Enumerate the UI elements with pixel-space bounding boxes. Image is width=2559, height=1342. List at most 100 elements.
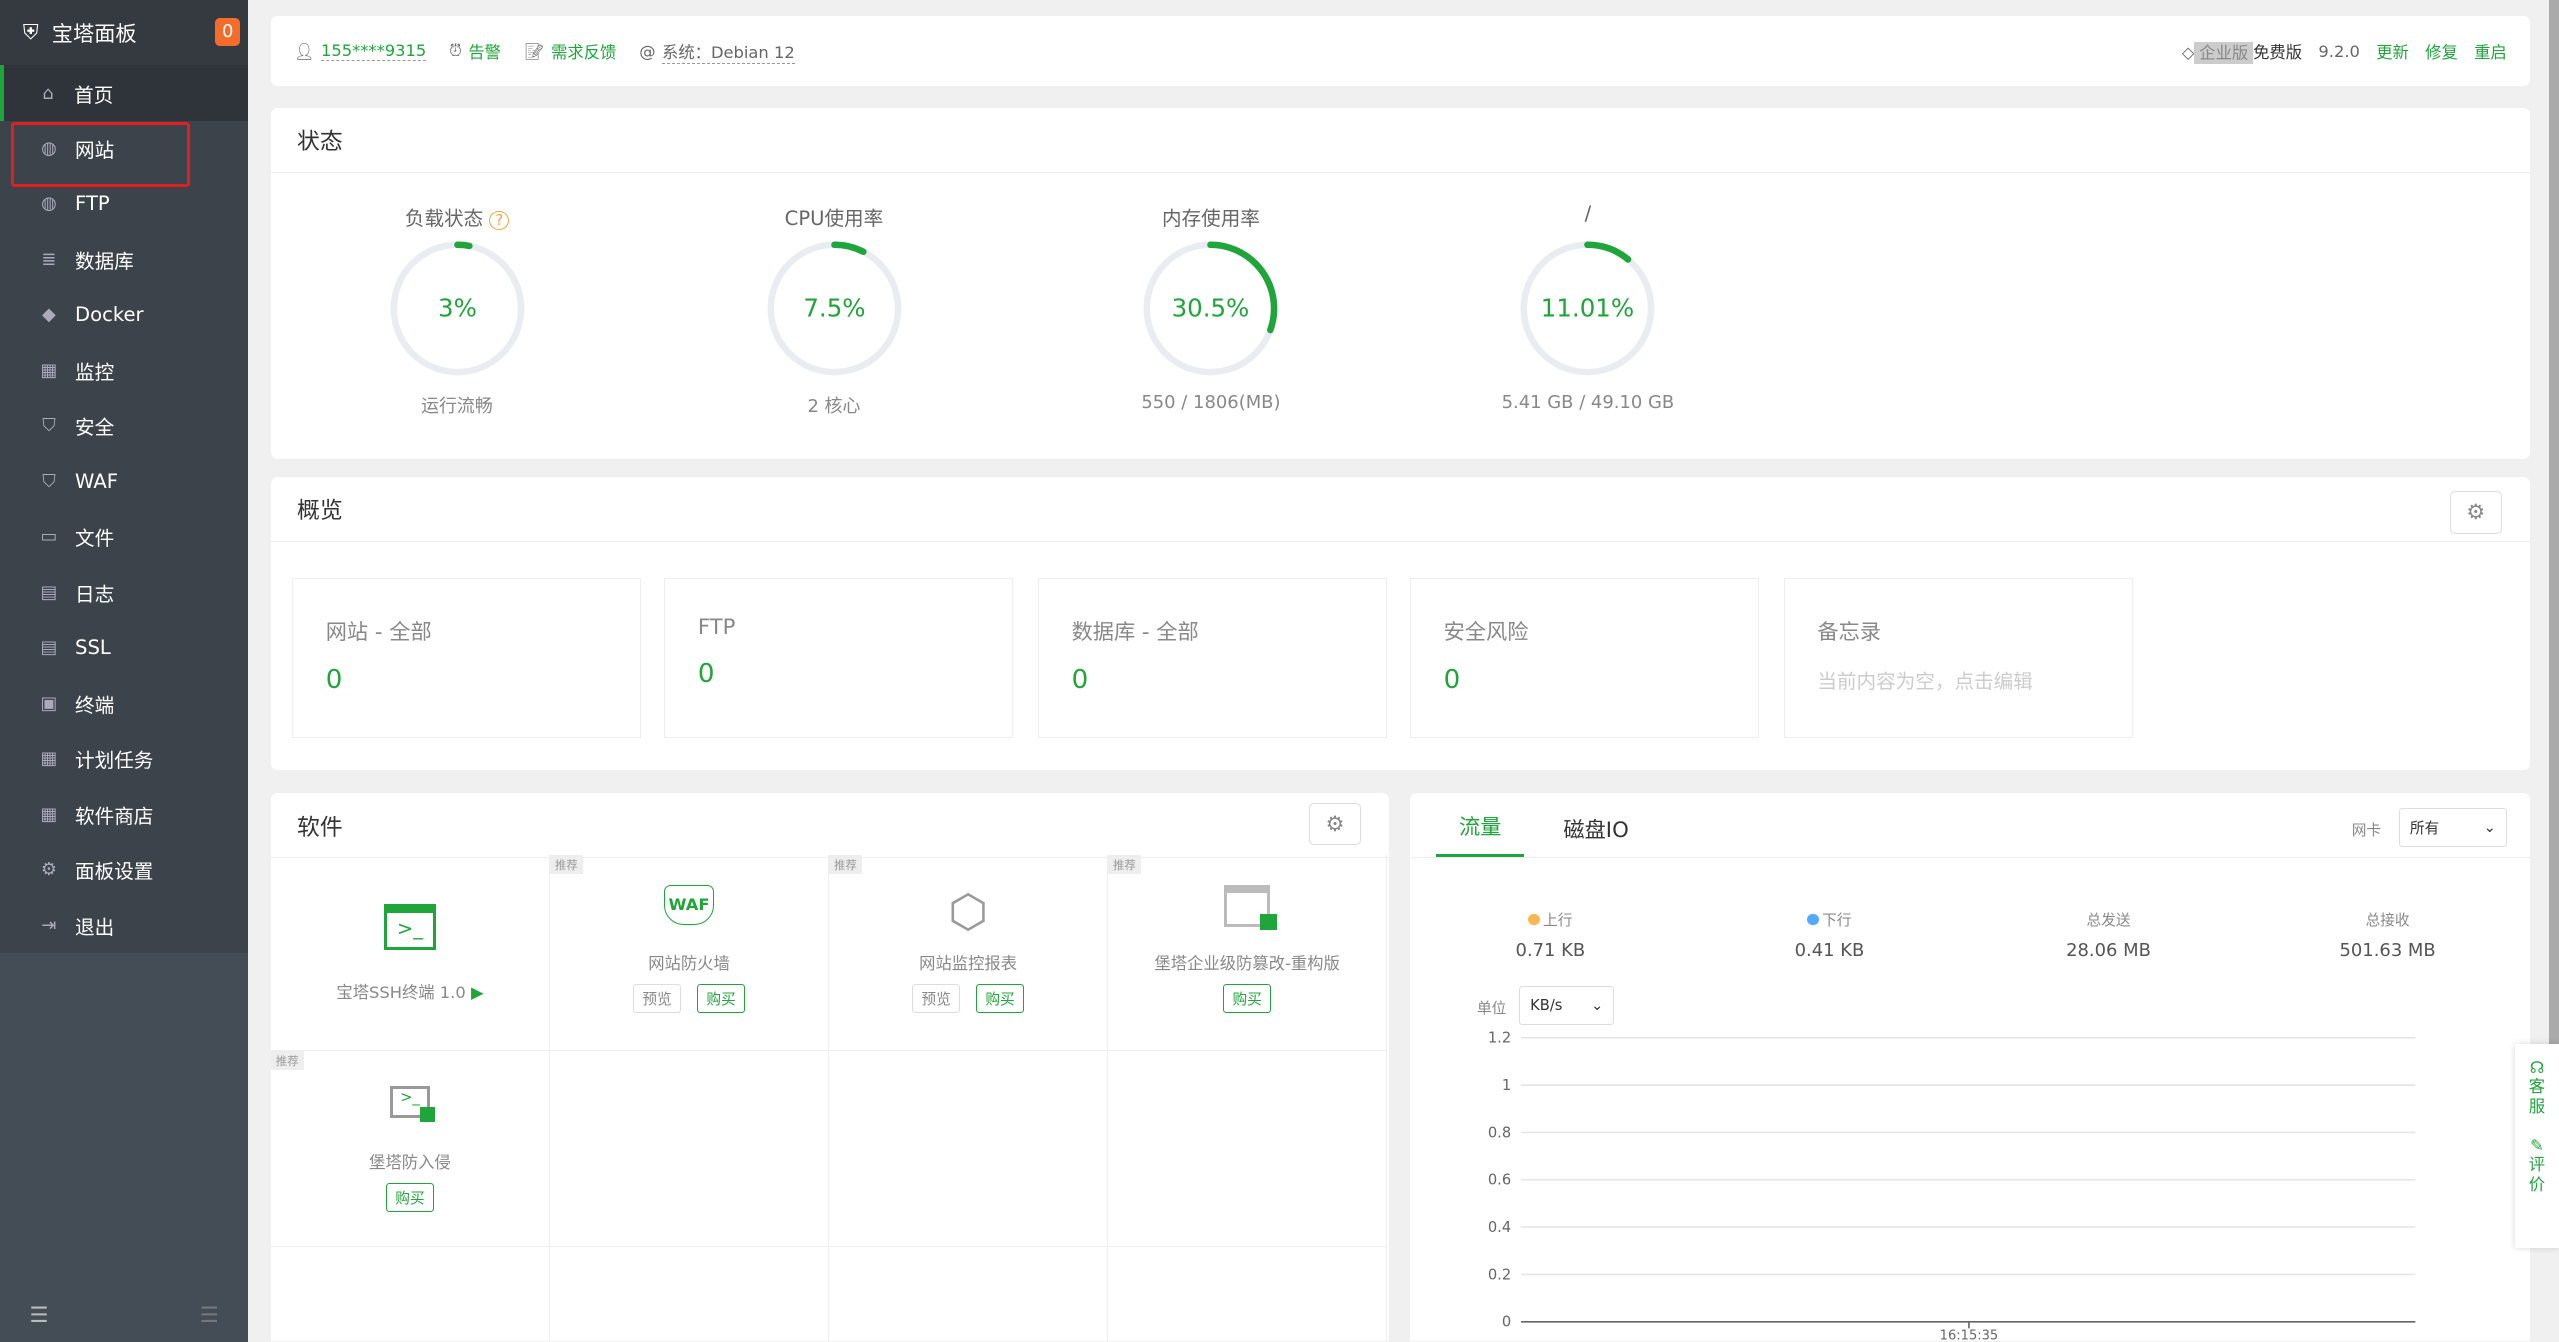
software-card: 软件 ⚙ >_ 宝塔SSH终端 1.0 ▶ 推荐 WAF 网站防火墙 预览 购买 推荐 ⬡ 网站监…	[270, 793, 1389, 1342]
sidebar-item-14[interactable]: ⚙ 面板设置	[0, 842, 248, 897]
legend-dot	[1807, 913, 1819, 925]
gauge-1[interactable]: CPU使用率 7.5% 2 核心	[720, 202, 948, 417]
sidebar-item-label: 网站	[75, 138, 115, 162]
software-cell	[829, 1246, 1109, 1342]
tab-traffic[interactable]: 流量	[1436, 810, 1525, 858]
service-label: 客服	[2528, 1077, 2546, 1116]
gauge-3[interactable]: / 11.01% 5.41 GB / 49.10 GB	[1474, 202, 1702, 412]
unit-select[interactable]: KB/s ⌄	[1519, 985, 1615, 1025]
overview-item-2[interactable]: 数据库 - 全部 0	[1037, 577, 1388, 738]
collapse-menu-icon[interactable]: ☰	[29, 1303, 49, 1329]
feedback-link[interactable]: 需求反馈	[551, 43, 617, 63]
sidebar-item-10[interactable]: ▤ SSL	[0, 620, 248, 675]
gauge-ring: 30.5%	[1144, 241, 1278, 376]
stat-label: 总接收	[2365, 912, 2410, 929]
shield-icon: ⛉	[42, 415, 56, 437]
gauge-ring: 3%	[390, 241, 524, 376]
sidebar-item-0[interactable]: ⌂ 首页	[0, 65, 249, 121]
service-button[interactable]: ☊ 客服	[2515, 1058, 2559, 1117]
software-name[interactable]: 网站监控报表	[919, 953, 1018, 973]
software-name[interactable]: 堡塔企业级防篡改-重构版	[1154, 953, 1340, 973]
sidebar: ⛨ 宝塔面板 0 ⌂ 首页 ◍ 网站 ◍ FTP ≣ 数据库 ◆ Docker ▦ 监控 ⛉ 安全 ⛉ WAF ▭ 文…	[0, 0, 249, 1342]
software-name[interactable]: 宝塔SSH终端 1.0	[336, 983, 466, 1003]
alert-link[interactable]: 告警	[468, 43, 501, 63]
gauge-bottom: 运行流畅	[421, 395, 493, 417]
user-account-link[interactable]: 155****9315	[320, 41, 427, 62]
restart-button[interactable]: 重启	[2474, 43, 2507, 63]
intrusion-terminal-icon: >_	[390, 1085, 435, 1122]
stat-label: 总发送	[2086, 912, 2131, 929]
overview-label: FTP	[697, 614, 736, 640]
sidebar-item-6[interactable]: ⛉ 安全	[0, 398, 248, 453]
overview-value: 0	[325, 665, 343, 696]
preview-button[interactable]: 预览	[912, 983, 960, 1014]
stat-value: 0.41 KB	[1794, 939, 1865, 961]
software-settings-button[interactable]: ⚙	[1308, 802, 1362, 846]
x-tick-label: 16:15:35	[1940, 1329, 1999, 1342]
software-name[interactable]: 网站防火墙	[648, 953, 730, 973]
gauge-arc	[390, 241, 524, 376]
review-button[interactable]: ✎ 评价	[2515, 1136, 2559, 1195]
overview-item-1[interactable]: FTP 0	[664, 577, 1014, 738]
sidebar-item-8[interactable]: ▭ 文件	[0, 509, 248, 564]
status-card: 状态 负载状态 ? 3% 运行流畅 CPU使用率 7.5% 2 核心 内存使用率 3…	[270, 107, 2530, 459]
stat-label: 下行	[1822, 912, 1852, 929]
overview-item-3[interactable]: 安全风险 0	[1410, 577, 1760, 738]
buy-button[interactable]: 购买	[386, 1182, 434, 1213]
sidebar-item-13[interactable]: ▦ 软件商店	[0, 787, 248, 842]
sidebar-item-11[interactable]: ▣ 终端	[0, 676, 248, 731]
sidebar-item-5[interactable]: ▦ 监控	[0, 343, 248, 398]
gauge-title: 负载状态	[404, 207, 484, 231]
buy-button[interactable]: 购买	[976, 983, 1024, 1014]
enterprise-badge[interactable]: 企业版	[2194, 41, 2254, 65]
list-icon[interactable]: ☰	[199, 1303, 219, 1329]
overview-item-4[interactable]: 备忘录 当前内容为空，点击编辑	[1783, 577, 2133, 738]
top-bar: 👤︎ 155****9315 ⏰︎ 告警 📝︎ 需求反馈 @ 系统：Debian 12 …	[270, 16, 2530, 87]
tab-disk-io[interactable]: 磁盘IO	[1563, 818, 1629, 844]
logo[interactable]: ⛨ 宝塔面板 0	[0, 0, 249, 66]
waf-icon: ⛉	[42, 470, 56, 492]
y-tick-label: 0	[1502, 1314, 1511, 1331]
sidebar-item-4[interactable]: ◆ Docker	[0, 287, 248, 342]
gauge-2[interactable]: 内存使用率 30.5% 550 / 1806(MB)	[1097, 202, 1325, 412]
overview-card: 概览 ⚙ 网站 - 全部 0 FTP 0 数据库 - 全部 0 安全风险 0 备忘录 当前内容为空…	[270, 476, 2530, 771]
debian-icon: @	[639, 41, 656, 61]
traffic-stat-0: 上行 0.71 KB	[1436, 909, 1664, 961]
scrollbar[interactable]	[2549, 0, 2559, 1045]
traffic-chart: 1.2 1 0.8 0.6 0.4 0.2 0 16:15:35	[1488, 1030, 2416, 1342]
folder-icon: ▭	[40, 526, 58, 548]
sidebar-item-12[interactable]: ▦ 计划任务	[0, 731, 248, 786]
buy-button[interactable]: 购买	[1223, 983, 1271, 1014]
software-name[interactable]: 堡塔防入侵	[369, 1152, 451, 1172]
software-cell: 推荐 >_ 堡塔防入侵 购买	[270, 1050, 550, 1247]
sidebar-item-label: 终端	[75, 693, 115, 717]
sidebar-item-9[interactable]: ▤ 日志	[0, 565, 248, 620]
sidebar-item-2[interactable]: ◍ FTP	[0, 176, 248, 231]
sidebar-item-15[interactable]: ⇥ 退出	[0, 898, 248, 953]
overview-item-0[interactable]: 网站 - 全部 0	[292, 577, 642, 738]
help-icon[interactable]: ?	[489, 211, 509, 231]
overview-settings-button[interactable]: ⚙	[2449, 491, 2502, 534]
buy-button[interactable]: 购买	[697, 983, 745, 1014]
nic-select[interactable]: 所有 ⌄	[2399, 807, 2507, 847]
recommend-tag: 推荐	[1108, 855, 1141, 875]
database-icon: ≣	[41, 248, 57, 270]
update-button[interactable]: 更新	[2376, 43, 2409, 63]
preview-button[interactable]: 预览	[633, 983, 681, 1014]
y-tick-label: 0.8	[1488, 1124, 1511, 1141]
software-title: 软件	[270, 793, 1389, 859]
sidebar-item-label: 面板设置	[75, 860, 154, 884]
user-icon: 👤︎	[293, 41, 315, 61]
sidebar-item-3[interactable]: ≣ 数据库	[0, 232, 248, 287]
play-icon[interactable]: ▶	[470, 983, 484, 1003]
message-badge[interactable]: 0	[215, 17, 240, 46]
repair-button[interactable]: 修复	[2425, 43, 2458, 63]
gauge-arc	[1521, 241, 1655, 376]
sidebar-item-7[interactable]: ⛉ WAF	[0, 454, 248, 509]
gauge-bottom: 5.41 GB / 49.10 GB	[1501, 391, 1675, 413]
app-title: 宝塔面板	[51, 22, 137, 48]
gauge-value: 3%	[438, 294, 477, 323]
sidebar-item-label: 日志	[75, 582, 115, 606]
sidebar-item-1[interactable]: ◍ 网站	[0, 121, 248, 188]
gauge-0[interactable]: 负载状态 ? 3% 运行流畅	[343, 202, 571, 417]
